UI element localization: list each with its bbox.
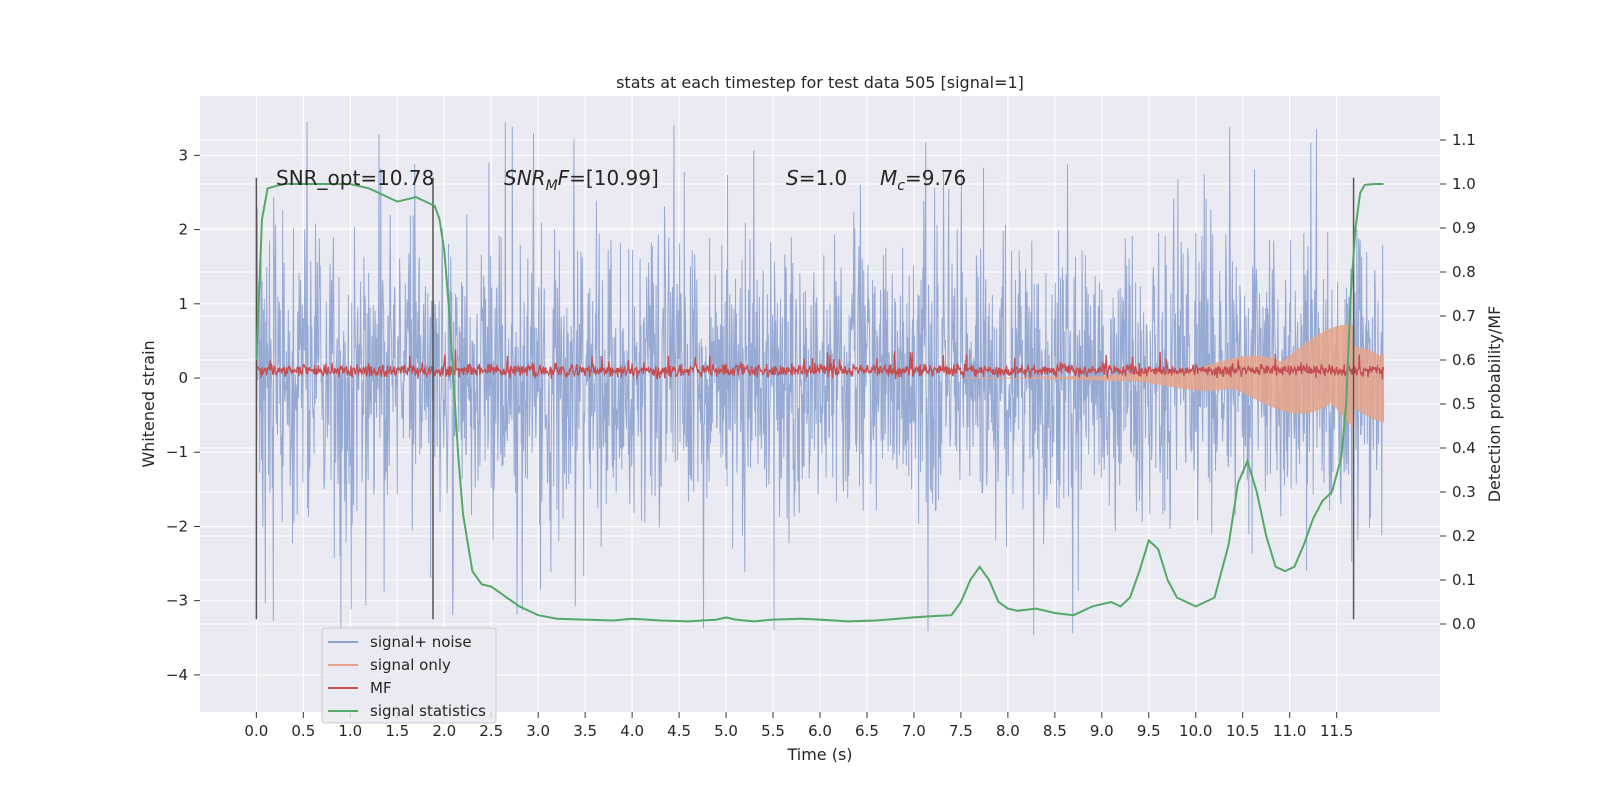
y-tick-label: −4 [166, 666, 188, 684]
x-tick-label: 9.5 [1137, 722, 1161, 740]
x-tick-label: 4.0 [620, 722, 644, 740]
y-right-tick-label: 0.3 [1452, 483, 1476, 501]
y-right-tick-label: 0.4 [1452, 439, 1476, 457]
annotation-snr-opt: SNR_opt=10.78 [276, 166, 434, 190]
x-tick-label: 0.0 [244, 722, 268, 740]
signal-statistics-line [255, 183, 1384, 623]
y-tick-label: 0 [178, 369, 188, 387]
grid [200, 96, 1440, 712]
signal-noise-line [255, 121, 1385, 636]
x-tick-label: 7.0 [902, 722, 926, 740]
legend-label-signal-noise: signal+ noise [370, 633, 472, 651]
legend-box [321, 627, 497, 724]
y-right-tick-label: 0.9 [1452, 219, 1476, 237]
x-axis-label: Time (s) [786, 745, 852, 764]
x-tick-label: 3.0 [526, 722, 550, 740]
x-tick-label: 5.5 [761, 722, 785, 740]
y-right-tick-label: 0.6 [1452, 351, 1476, 369]
x-tick-label: 1.0 [338, 722, 362, 740]
y-right-tick-label: 1.1 [1452, 131, 1476, 149]
y-tick-label: 1 [178, 295, 188, 313]
mf-series [255, 349, 1385, 380]
y-axis-label: Whitened strain [139, 340, 158, 467]
x-tick-label: 11.5 [1320, 722, 1353, 740]
x-tick-label: 9.0 [1090, 722, 1114, 740]
y-tick-label: −3 [166, 592, 188, 610]
y-axis-right: 0.0 0.1 0.2 0.3 0.4 0.5 0.6 0.7 0.8 0.9 1.0 1.1 [1440, 131, 1476, 633]
legend-label-mf: MF [370, 679, 392, 697]
annotation-s: S=1.0 [786, 166, 847, 190]
y-right-tick-label: 0.2 [1452, 527, 1476, 545]
x-tick-label: 2.5 [479, 722, 503, 740]
x-tick-label: 1.5 [385, 722, 409, 740]
y-tick-label: 3 [178, 146, 188, 164]
y-axis-left: −4 −3 −2 −1 0 1 2 3 [166, 146, 200, 684]
y-tick-label: 2 [178, 221, 188, 239]
y-tick-label: −2 [166, 517, 188, 535]
annotation-snr-mf: SNRMF=[10.99] [504, 166, 659, 194]
x-tick-label: 8.0 [996, 722, 1020, 740]
signal-noise-series [255, 121, 1385, 636]
legend-label-signal-statistics: signal statistics [370, 702, 486, 720]
y-tick-label: −1 [166, 443, 188, 461]
x-tick-label: 6.0 [808, 722, 832, 740]
x-tick-label: 8.5 [1043, 722, 1067, 740]
mf-line [255, 349, 1385, 380]
legend-label-signal-only: signal only [370, 656, 451, 674]
y-right-tick-label: 1.0 [1452, 175, 1476, 193]
x-tick-label: 3.5 [573, 722, 597, 740]
y-axis-right-label: Detection probability/MF [1485, 306, 1504, 503]
x-tick-label: 6.5 [855, 722, 879, 740]
y-right-tick-label: 0.5 [1452, 395, 1476, 413]
x-tick-label: 7.5 [949, 722, 973, 740]
chart-title: stats at each timestep for test data 505… [616, 73, 1024, 92]
x-tick-label: 10.0 [1179, 722, 1212, 740]
y-right-tick-label: 0.7 [1452, 307, 1476, 325]
signal-statistics-series [255, 183, 1384, 623]
x-tick-label: 2.0 [432, 722, 456, 740]
x-tick-label: 10.5 [1226, 722, 1259, 740]
x-tick-label: 5.0 [714, 722, 738, 740]
x-axis: 0.0 0.5 1.0 1.5 2.0 2.5 3.0 3.5 4.0 4.5 5.0 5.5 6.0 6… [244, 712, 1353, 740]
x-tick-label: 11.0 [1273, 722, 1306, 740]
y-right-tick-label: 0.1 [1452, 571, 1476, 589]
legend: signal+ noise signal only MF signal stat… [321, 627, 497, 724]
annotation-mc: Mc=9.76 [880, 166, 966, 194]
x-tick-label: 0.5 [291, 722, 315, 740]
x-tick-label: 4.5 [667, 722, 691, 740]
y-right-tick-label: 0.8 [1452, 263, 1476, 281]
y-right-tick-label: 0.0 [1452, 615, 1476, 633]
